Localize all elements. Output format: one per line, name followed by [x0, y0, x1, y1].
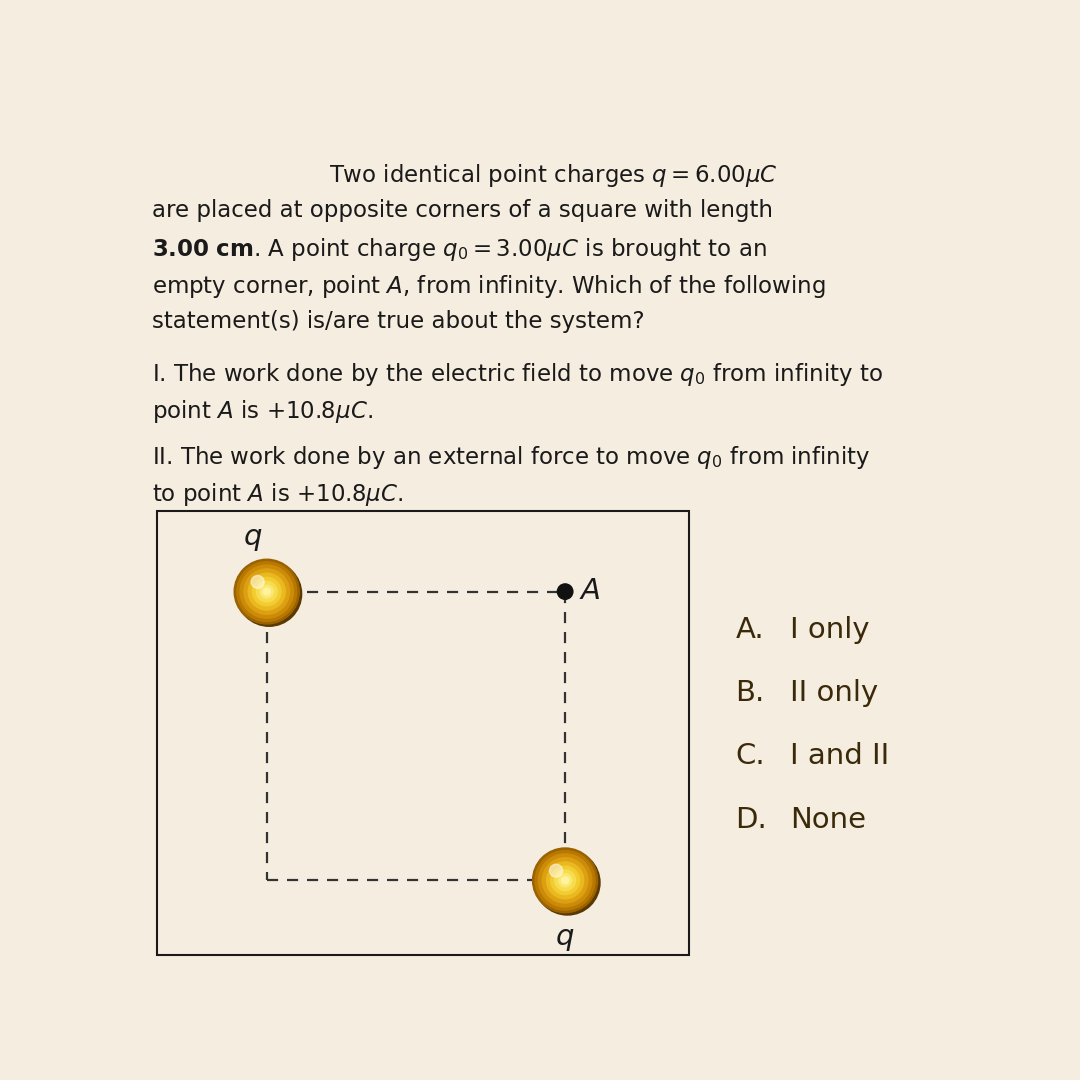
Text: to point $A$ is $+10.8\mu C$.: to point $A$ is $+10.8\mu C$.	[152, 481, 403, 508]
Text: are placed at opposite corners of a square with length: are placed at opposite corners of a squa…	[152, 199, 773, 221]
Text: C.: C.	[735, 742, 766, 770]
Circle shape	[532, 848, 597, 913]
Bar	[157, 511, 689, 955]
Text: I. The work done by the electric field to move $q_0$ from infinity to: I. The work done by the electric field t…	[152, 361, 883, 388]
Circle shape	[240, 565, 294, 618]
Text: $q$: $q$	[243, 525, 262, 553]
Circle shape	[562, 877, 569, 883]
Text: II. The work done by an external force to move $q_0$ from infinity: II. The work done by an external force t…	[152, 444, 870, 471]
Text: A.: A.	[735, 616, 765, 644]
Text: statement(s) is/are true about the system?: statement(s) is/are true about the syste…	[152, 310, 645, 333]
Circle shape	[264, 588, 270, 595]
Text: $q$: $q$	[555, 924, 575, 953]
Text: $\mathbf{3.00}$ $\mathbf{cm}$. A point charge $q_0 = 3.00\mu C$ is brought to an: $\mathbf{3.00}$ $\mathbf{cm}$. A point c…	[152, 235, 767, 262]
Text: I only: I only	[789, 616, 869, 644]
Circle shape	[248, 573, 285, 610]
Text: I and II: I and II	[789, 742, 889, 770]
Circle shape	[535, 850, 600, 915]
Circle shape	[252, 576, 265, 589]
Circle shape	[550, 864, 563, 877]
Text: II only: II only	[789, 679, 878, 707]
Circle shape	[237, 562, 301, 626]
Circle shape	[558, 874, 571, 887]
Text: $A$: $A$	[579, 577, 600, 605]
Text: None: None	[789, 806, 866, 834]
Circle shape	[555, 870, 576, 891]
Text: Two identical point charges $q = 6.00\mu C$: Two identical point charges $q = 6.00\mu…	[329, 162, 778, 189]
Circle shape	[237, 562, 297, 621]
Circle shape	[539, 854, 592, 907]
Text: point $A$ is $+10.8\mu C$.: point $A$ is $+10.8\mu C$.	[152, 397, 373, 424]
Text: D.: D.	[735, 806, 768, 834]
Text: B.: B.	[735, 679, 765, 707]
Circle shape	[260, 585, 273, 598]
Circle shape	[551, 866, 580, 894]
Circle shape	[253, 578, 281, 606]
Text: empty corner, point $A$, from infinity. Which of the following: empty corner, point $A$, from infinity. …	[152, 273, 826, 300]
Circle shape	[557, 584, 572, 599]
Circle shape	[546, 862, 583, 899]
Circle shape	[542, 858, 588, 903]
Circle shape	[256, 581, 278, 602]
Circle shape	[536, 851, 595, 910]
Circle shape	[244, 569, 289, 615]
Circle shape	[234, 559, 299, 624]
